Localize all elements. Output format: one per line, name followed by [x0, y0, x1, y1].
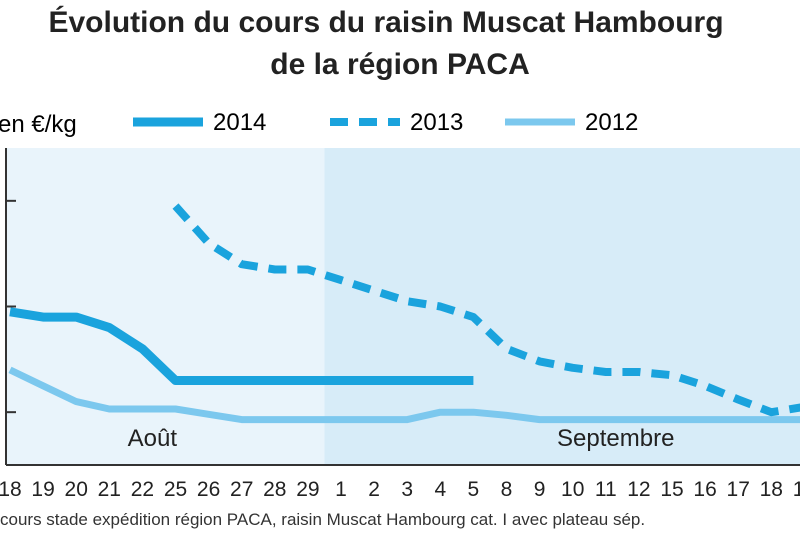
x-tick-label: 10	[561, 478, 584, 501]
series-line-2014	[9, 307, 474, 385]
x-tick-label: 12	[627, 478, 650, 501]
footnote: cours stade expédition région PACA, rais…	[0, 510, 646, 529]
x-tick-label: 27	[230, 478, 253, 501]
y-axis-unit-label: en €/kg	[0, 111, 77, 138]
x-tick-label: 19	[31, 478, 54, 501]
month-labels: Août Septembre	[128, 425, 675, 452]
x-tick-label: 19	[793, 478, 800, 501]
series-line-2012	[8, 366, 800, 424]
chart-title-line1: Évolution du cours du raisin Muscat Hamb…	[48, 6, 724, 39]
x-tick-label: 25	[164, 478, 187, 501]
x-tick-label: 22	[131, 478, 154, 501]
x-tick-label: 8	[501, 478, 513, 501]
x-tick-label: 17	[727, 478, 750, 501]
x-tick-label: 3	[401, 478, 413, 501]
chart-title-line2: de la région PACA	[270, 48, 530, 81]
legend-label-2014: 2014	[213, 109, 266, 136]
x-tick-label: 9	[534, 478, 546, 501]
x-tick-label: 4	[434, 478, 446, 501]
series-line-2013	[172, 203, 800, 417]
legend-label-2013: 2013	[410, 109, 463, 136]
x-tick-label: 28	[263, 478, 286, 501]
x-tick-label: 29	[296, 478, 319, 501]
x-tick-label: 15	[660, 478, 683, 501]
x-tick-label: 16	[693, 478, 716, 501]
series-lines	[8, 203, 800, 424]
x-tick-label: 11	[595, 478, 617, 501]
month-label: Septembre	[557, 425, 674, 452]
y-ticks	[6, 199, 16, 414]
x-tick-label: 18	[0, 478, 22, 501]
x-tick-labels: 18 19 20 21 22 25 26 27 28 29 1 2 3 4 5 8 9 10 11 12 15 16 17 1…	[0, 478, 800, 501]
legend: 2014 2013 2012	[133, 109, 638, 136]
september-band	[324, 148, 800, 465]
legend-label-2012: 2012	[585, 109, 638, 136]
x-tick-label: 20	[65, 478, 88, 501]
x-tick-label: 5	[468, 478, 480, 501]
x-tick-label: 21	[98, 478, 121, 501]
month-label: Août	[128, 425, 178, 452]
x-tick-label: 2	[368, 478, 380, 501]
x-tick-label: 18	[760, 478, 783, 501]
x-tick-label: 26	[197, 478, 220, 501]
x-tick-label: 1	[335, 478, 347, 501]
